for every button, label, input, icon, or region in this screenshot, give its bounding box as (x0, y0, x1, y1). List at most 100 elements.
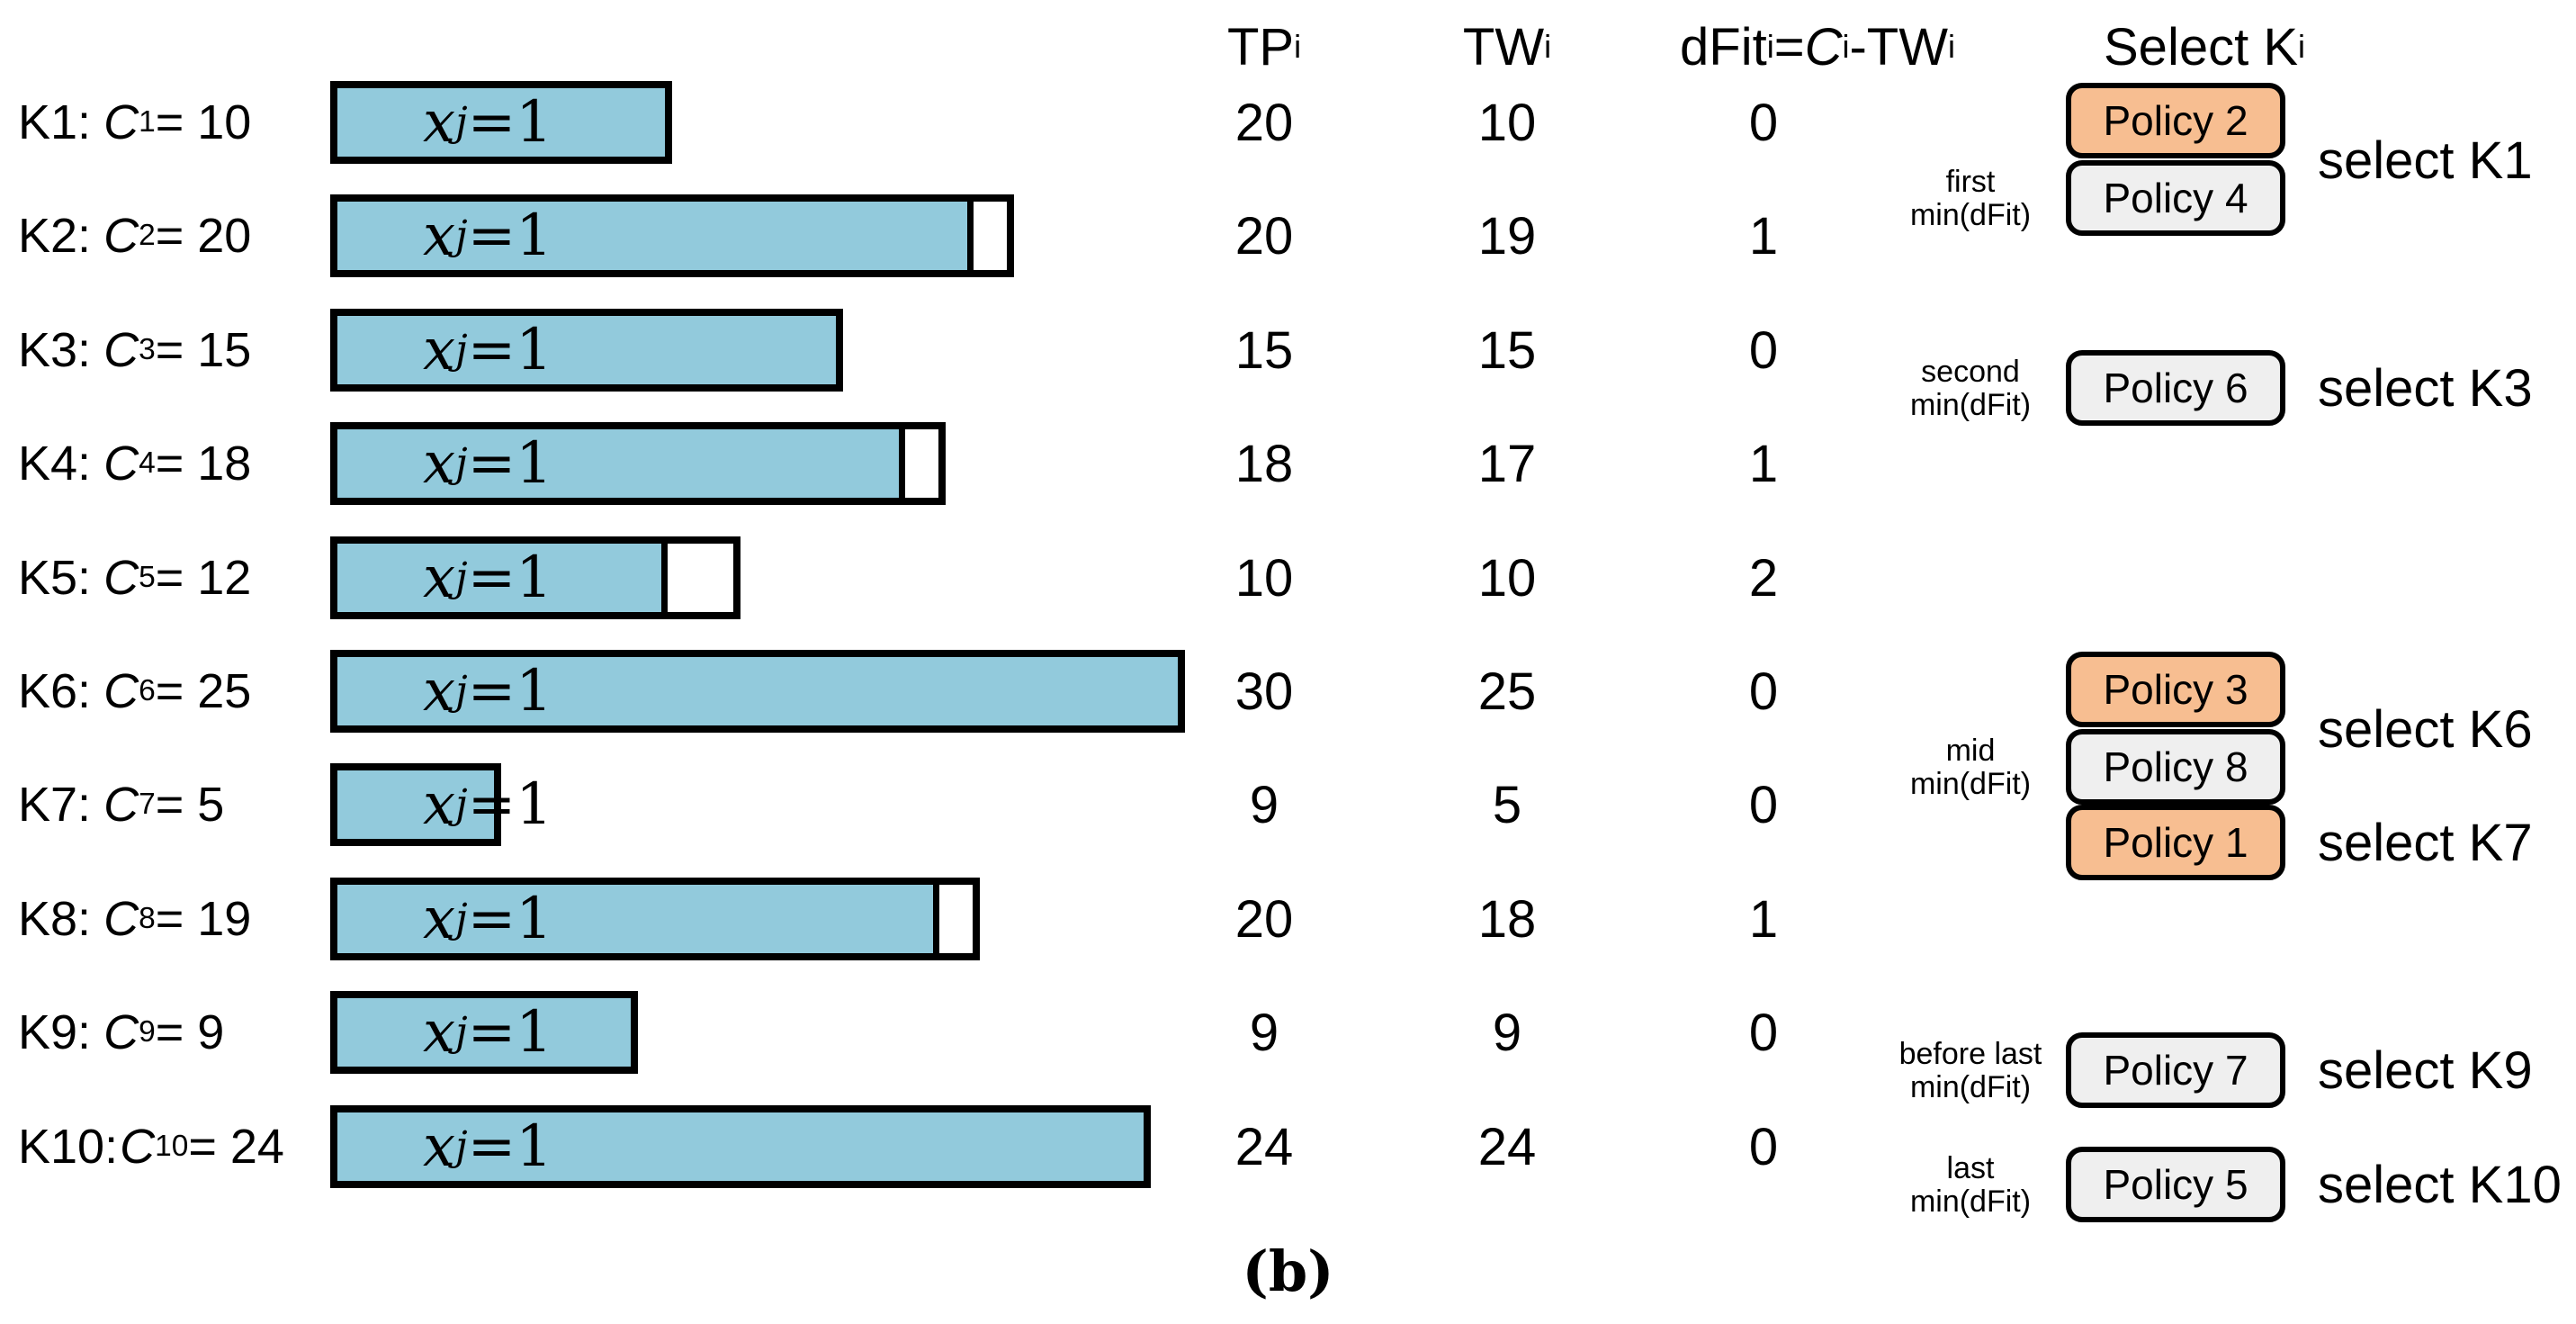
tw-value: 18 (1477, 889, 1537, 949)
tw-value: 25 (1477, 662, 1537, 721)
bar-fill (337, 1112, 1144, 1181)
x-equals-one: =1 (467, 545, 552, 611)
capacity-bar: x j =1 (330, 1105, 1151, 1188)
tw-value: 15 (1477, 320, 1537, 380)
tp-value: 18 (1234, 434, 1294, 493)
bar-fill (337, 657, 1178, 725)
select-result: select K6 (2318, 699, 2533, 759)
knapsack-id: K8: (18, 892, 92, 946)
knapsack-id: K4: (18, 437, 92, 491)
min-dfit-annotation: last min(dFit) (1880, 1152, 2060, 1219)
header-dfit-term: dFit (1680, 17, 1767, 77)
capacity-value: = 25 (155, 664, 252, 718)
dfit-value: 0 (1748, 775, 1779, 834)
tp-value: 20 (1234, 889, 1294, 949)
tp-value: 10 (1234, 548, 1294, 608)
bar-item-label: x j =1 (423, 317, 552, 383)
tw-value: 10 (1477, 548, 1537, 608)
knapsack-id: K10: (18, 1120, 119, 1174)
knapsack-id: K5: (18, 551, 92, 605)
knapsack-label: K7: C 7 = 5 (18, 778, 225, 832)
tw-value: 10 (1477, 93, 1537, 152)
knapsack-row-k7: K7: C 7 = 5 x j =1 9 5 0 Policy 1 select K7 (0, 763, 2576, 880)
annotation-line2: min(dFit) (1909, 198, 2032, 232)
bar-item-label: x j =1 (423, 658, 552, 725)
capacity-bar: x j =1 (330, 763, 552, 846)
x-variable: x (423, 203, 456, 269)
capacity-bar: x j =1 (330, 309, 843, 392)
capacity-variable: C (103, 892, 139, 946)
capacity-value: = 20 (155, 209, 252, 263)
select-result: select K10 (2318, 1155, 2562, 1214)
capacity-variable: C (103, 551, 139, 605)
bar-item-label: x j =1 (423, 1113, 552, 1180)
dfit-value: 2 (1748, 548, 1779, 608)
policy-stack: Policy 5 (2066, 1147, 2285, 1222)
policy-button: Policy 5 (2066, 1147, 2285, 1222)
bar-item-label: x j =1 (423, 771, 552, 838)
header-dfit-minus-tw: -TW (1849, 17, 1948, 77)
knapsack-id: K3: (18, 323, 92, 377)
x-equals-one: =1 (467, 430, 552, 497)
knapsack-label: K3: C 3 = 15 (18, 323, 252, 377)
policy-button: Policy 4 (2066, 160, 2285, 236)
knapsack-id: K1: (18, 95, 92, 149)
tp-value: 9 (1249, 775, 1279, 834)
knapsack-label: K8: C 8 = 19 (18, 892, 252, 946)
bar-fill (337, 885, 939, 953)
capacity-bar: x j =1 (330, 422, 946, 505)
bar-item-label: x j =1 (423, 886, 552, 952)
bar-fill (337, 88, 665, 157)
capacity-bar: x j =1 (330, 194, 1014, 277)
x-variable: x (423, 886, 456, 952)
bar-fill (337, 202, 974, 270)
capacity-bar: x j =1 (330, 81, 672, 164)
header-tw: TW i (1462, 17, 1552, 77)
min-dfit-annotation: first min(dFit) (1880, 166, 2060, 232)
header-tp-base: TP (1226, 17, 1295, 77)
bar-fill (337, 429, 905, 498)
dfit-value: 0 (1748, 1117, 1779, 1176)
tw-value: 17 (1477, 434, 1537, 493)
x-variable: x (423, 658, 456, 725)
knapsack-row-k5: K5: C 5 = 12 x j =1 10 10 2 (0, 536, 2576, 619)
capacity-variable: C (120, 1120, 156, 1174)
header-tw-base: TW (1462, 17, 1545, 77)
x-equals-one: =1 (467, 886, 552, 952)
policy-button: Policy 3 (2066, 652, 2285, 727)
annotation-line2: min(dFit) (1909, 1070, 2032, 1104)
policy-button: Policy 7 (2066, 1032, 2285, 1108)
dfit-value: 0 (1748, 1003, 1779, 1062)
bar-item-label: x j =1 (423, 430, 552, 497)
knapsack-row-k9: K9: C 9 = 9 x j =1 9 9 0 before last min(dFit)… (0, 991, 2576, 1108)
capacity-value: = 24 (188, 1120, 284, 1174)
dfit-value: 1 (1748, 206, 1779, 266)
capacity-value: = 9 (155, 1005, 225, 1059)
knapsack-row-k10: K10: C 10 = 24 x j =1 24 24 0 last min(dFit) P… (0, 1105, 2576, 1222)
knapsack-label: K10: C 10 = 24 (18, 1120, 284, 1174)
capacity-bar: x j =1 (330, 536, 740, 619)
dfit-value: 1 (1748, 889, 1779, 949)
tw-value: 5 (1492, 775, 1522, 834)
select-result: select K3 (2318, 358, 2533, 418)
annotation-line1: second (1921, 355, 2020, 389)
min-dfit-annotation: mid min(dFit) (1880, 734, 2060, 801)
capacity-value: = 10 (155, 95, 252, 149)
knapsack-row-k8: K8: C 8 = 19 x j =1 20 18 1 (0, 878, 2576, 960)
policy-stack: Policy 3 Policy 8 (2066, 652, 2285, 805)
annotation-line2: min(dFit) (1909, 1184, 2032, 1219)
x-equals-one: =1 (467, 999, 552, 1066)
min-dfit-annotation: second min(dFit) (1880, 356, 2060, 422)
capacity-value: = 19 (155, 892, 252, 946)
knapsack-label: K5: C 5 = 12 (18, 551, 252, 605)
bar-fill (337, 998, 631, 1067)
tp-value: 20 (1234, 93, 1294, 152)
x-equals-one: =1 (467, 771, 552, 838)
knapsack-id: K9: (18, 1005, 92, 1059)
dfit-value: 0 (1748, 93, 1779, 152)
select-result: select K1 (2318, 131, 2533, 190)
policy-button: Policy 2 (2066, 83, 2285, 158)
dfit-value: 0 (1748, 320, 1779, 380)
